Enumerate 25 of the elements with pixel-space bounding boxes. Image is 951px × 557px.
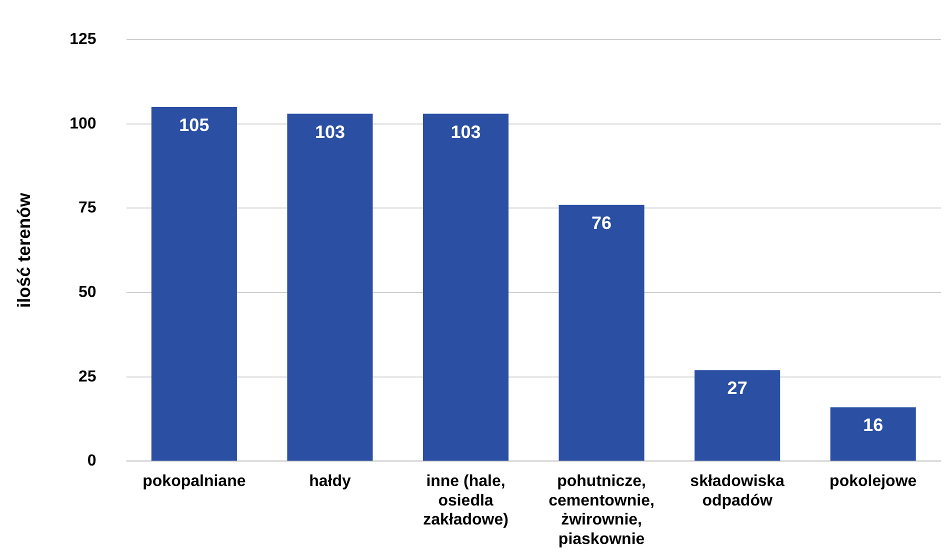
bar: [422, 114, 509, 461]
x-tick-label: inne (hale, osiedla zakładowe): [423, 473, 508, 529]
data-label: 103: [450, 122, 481, 142]
y-tick-label: 50: [78, 284, 96, 301]
y-axis-title: ilość terenów: [14, 192, 34, 308]
y-tick-label: 125: [70, 31, 96, 48]
y-tick-label: 100: [70, 115, 96, 132]
x-tick-label: pohutnicze, cementownie, żwirownie, piaskownie: [548, 473, 654, 548]
bar: [558, 204, 644, 461]
x-tick-label: składowiska odpadów: [690, 473, 785, 510]
data-label: 27: [727, 378, 748, 398]
y-tick-label: 75: [78, 200, 96, 217]
data-label: 16: [863, 415, 884, 436]
bar: [694, 370, 780, 461]
data-label: 76: [592, 212, 612, 233]
bar: [287, 114, 373, 461]
x-tick-label: hałdy: [309, 473, 351, 490]
data-label: 103: [314, 122, 345, 142]
data-label: 105: [179, 115, 210, 136]
bar: [151, 107, 237, 461]
bar: [830, 407, 916, 461]
y-tick-label: 0: [87, 452, 96, 470]
x-tick-label: pokopalniane: [142, 473, 246, 490]
x-tick-label: pokolejowe: [830, 473, 917, 490]
y-tick-label: 25: [78, 368, 96, 386]
